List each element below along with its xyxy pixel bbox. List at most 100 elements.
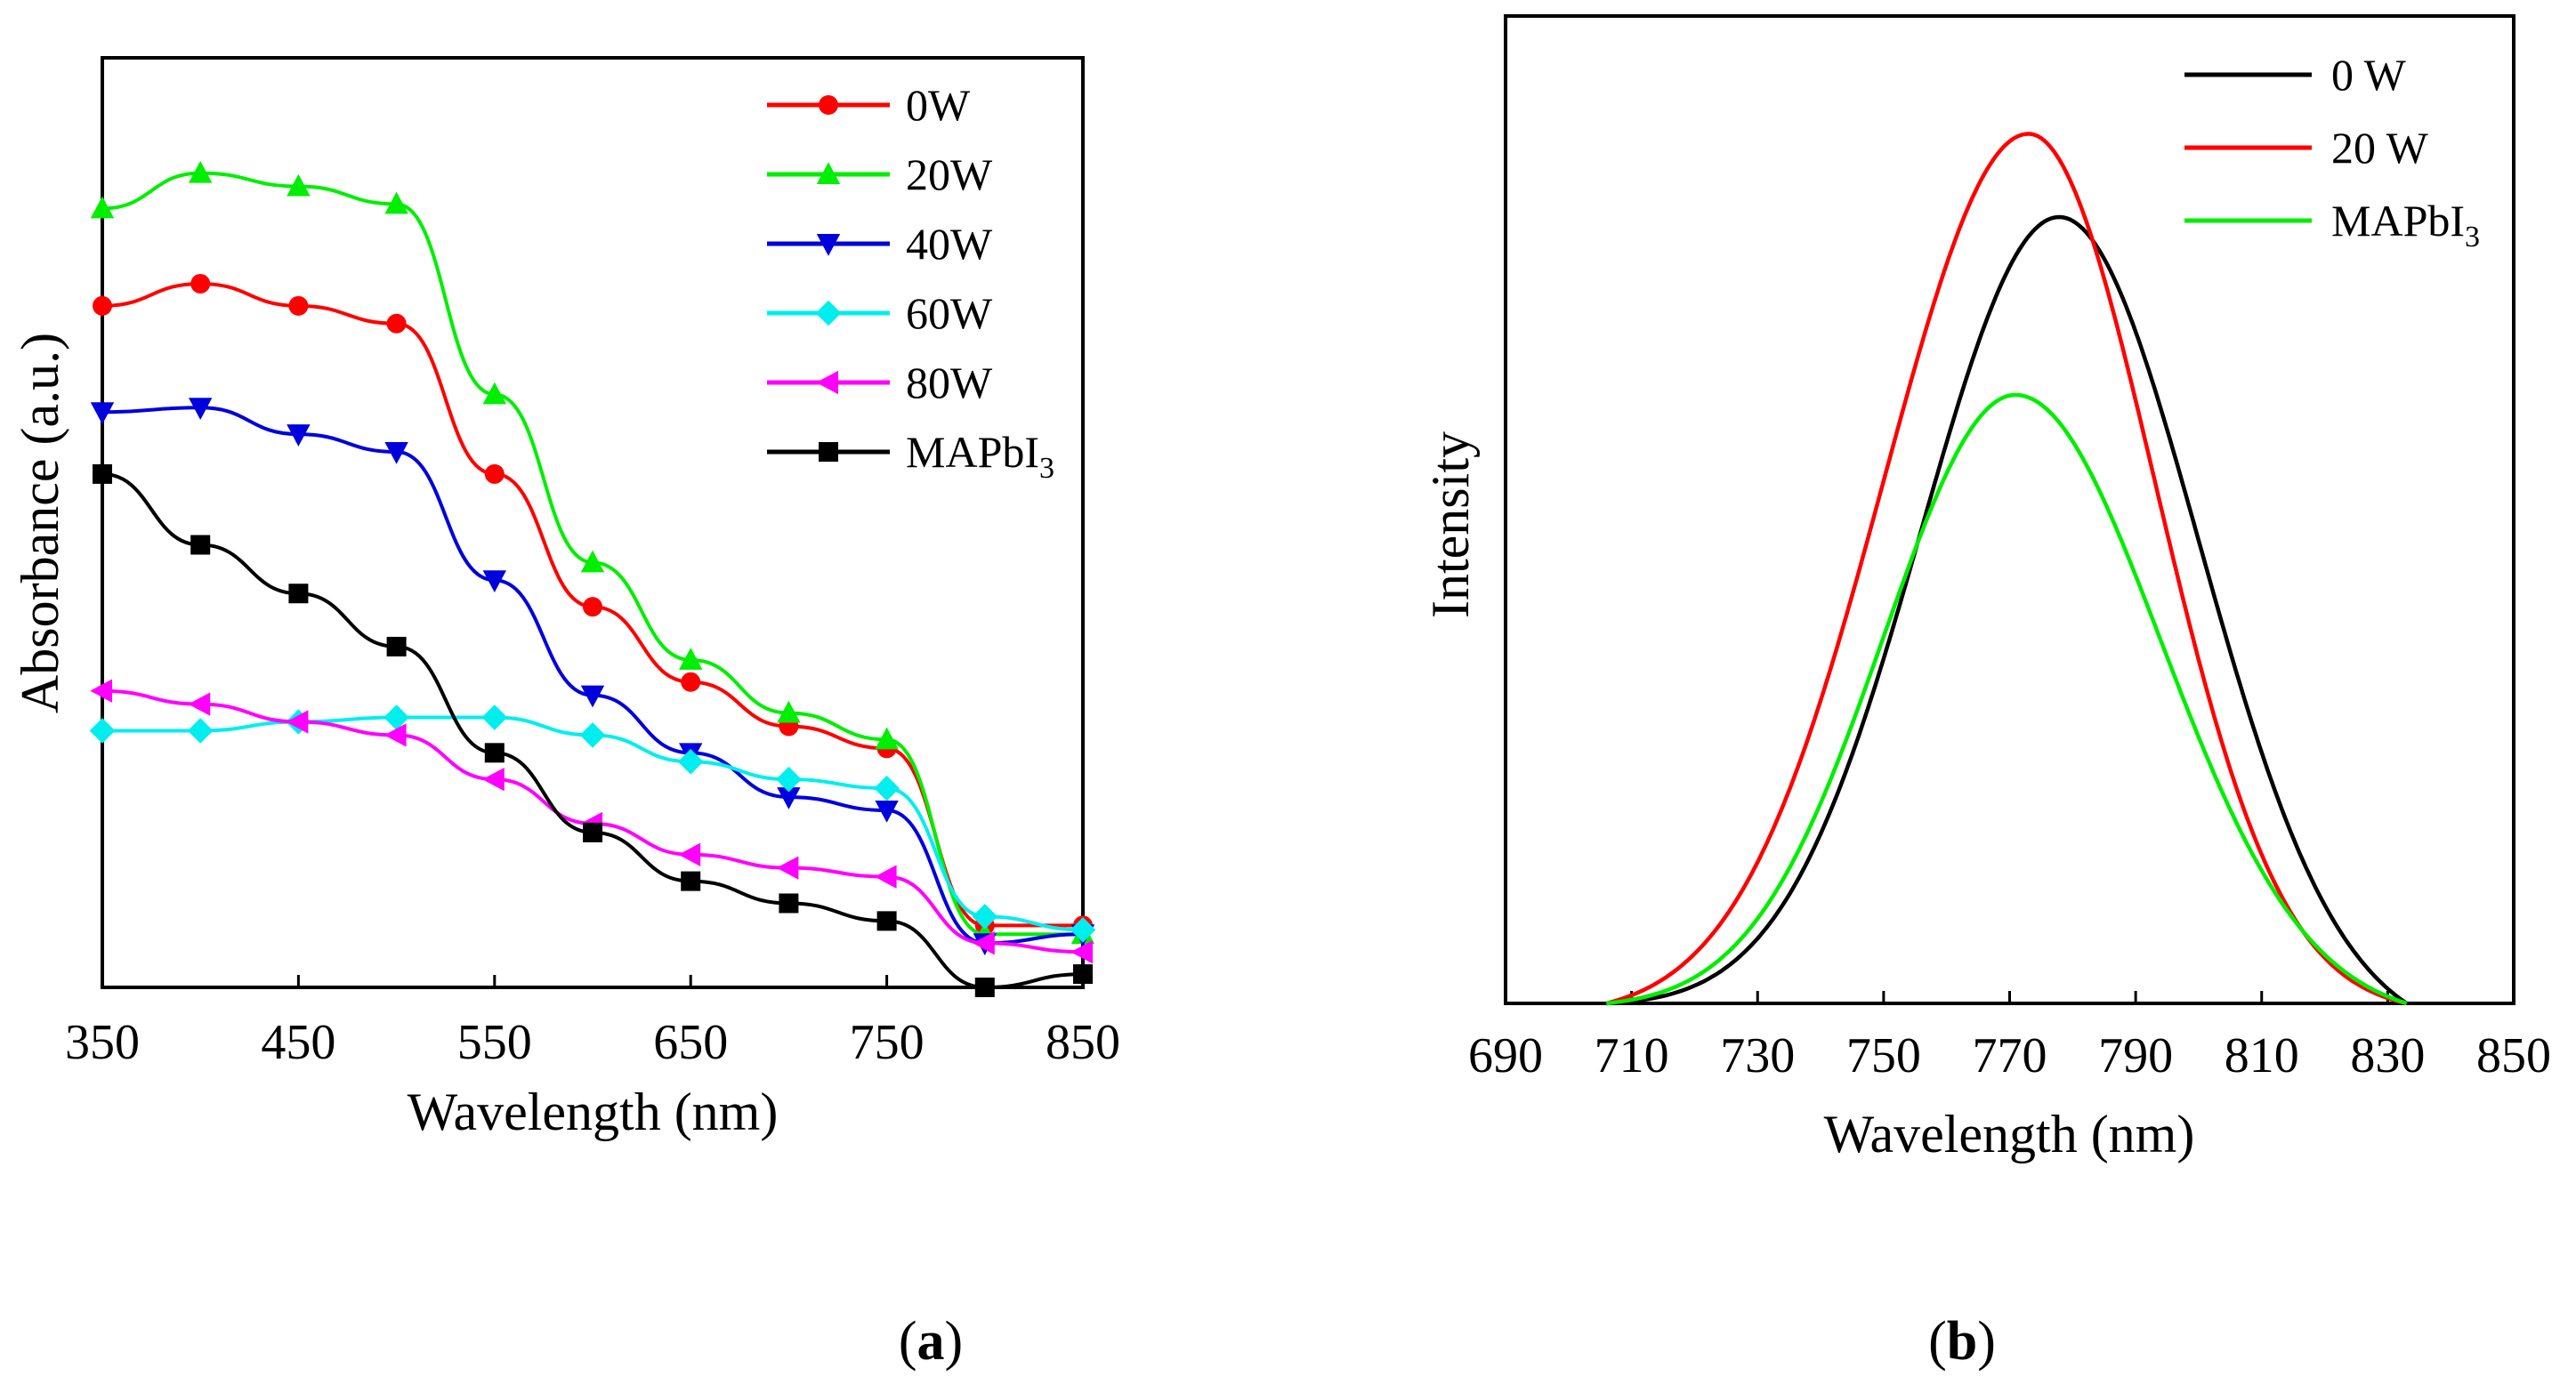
panel-b-x-axis-label: Wavelength (nm) [1824,1105,2195,1164]
data-point [286,710,309,734]
x-tick-label: 770 [1973,1028,2047,1083]
legend-label: 20W [906,149,993,199]
data-point [288,295,309,316]
legend-swatch-marker [819,95,838,115]
data-point [779,893,799,914]
legend-label-text: MAPbI [2331,196,2465,246]
legend-label: 40W [906,219,993,269]
data-point [777,787,801,809]
data-point [90,402,115,424]
data-point [287,173,311,197]
legend-label-text: 20W [906,149,993,199]
data-point [681,672,701,692]
legend-item-80w: 80W [767,358,993,407]
legend-label: 20 W [2331,123,2429,173]
data-point [776,766,802,793]
x-tick-label: 790 [2098,1028,2173,1083]
series-20-w-curve [1605,132,2408,1006]
legend-label-text: 40W [906,219,993,269]
x-tick-label: 710 [1595,1028,1669,1083]
legend-label: 0W [906,80,971,130]
legend-label: 60W [906,288,993,338]
legend-label: MAPbI3 [906,427,1054,485]
series-80w [90,679,1093,964]
panel-a-caption-letter: a [917,1311,945,1372]
legend-label-text: 20 W [2331,123,2429,173]
data-point [678,842,701,866]
legend-item-mapbi3: MAPbI3 [767,427,1054,485]
panel-a-caption: (a) [899,1311,963,1372]
series-mapbi3-curve [1606,392,2408,1006]
legend-label-text: 0 W [2331,50,2407,100]
data-point [187,718,214,744]
data-point [484,743,505,763]
legend-label-text: 0W [906,80,971,130]
data-point [482,767,505,792]
data-point [384,442,408,464]
x-tick-label: 810 [2225,1028,2299,1083]
data-point [580,550,605,573]
data-point [776,856,799,880]
panel-b-caption-letter: b [1947,1311,1977,1372]
legend-label-subscript: 3 [2465,221,2480,254]
data-point [972,904,998,930]
panel-a-y-axis-label: Absorbance (a.u.) [11,333,69,713]
series-60w [89,705,1096,943]
data-point [777,700,801,723]
data-point [484,463,505,484]
series-line [102,715,1084,932]
data-point [386,313,407,334]
x-tick-label: 350 [65,1015,140,1070]
panel-a-x-ticks: 350 450 550 650 750 850 [65,975,1120,1070]
data-point [189,160,213,183]
panel-a-series-group [89,160,1096,997]
data-point [288,584,309,604]
series-mapbi3 [93,463,1093,997]
data-point [1070,917,1096,943]
legend-label-text: 60W [906,288,993,338]
legend-item-0-w: 0 W [2184,50,2407,100]
data-point [974,978,995,997]
data-point [681,871,701,891]
panel-a-caption-close: ) [945,1311,964,1372]
legend-label-text: MAPbI [906,427,1039,477]
panel-a-plot-frame [101,56,1085,989]
data-point [583,822,602,842]
legend-swatch-marker [816,162,841,184]
data-point [386,636,407,656]
panel-b-series-group [1605,132,2408,1006]
x-tick-label: 650 [653,1015,728,1070]
panel-a-absorbance-chart: 350 450 550 650 750 850 0W20W40W60W80WMAPbI3 … [11,56,1120,1372]
data-point [90,196,115,219]
data-point [89,718,116,744]
x-tick-label: 830 [2350,1028,2425,1083]
data-point [190,535,211,555]
panel-a-caption-open: ( [899,1311,917,1372]
x-tick-label: 730 [1720,1028,1795,1083]
data-point [1070,940,1093,964]
data-point [482,382,506,405]
panel-a-legend: 0W 20W 40W 60W 80W MAPbI3 [767,80,1054,485]
panel-b-y-axis-label: Intensity [1421,431,1480,618]
data-point [384,191,408,214]
legend-label: 0 W [2331,50,2407,100]
data-point [679,648,703,670]
data-point [875,727,899,750]
data-point [482,570,506,593]
data-point [93,295,112,316]
data-point [287,424,311,447]
data-point [481,705,508,730]
data-point [1073,964,1093,985]
x-tick-label: 550 [457,1015,532,1070]
legend-label-text: 80W [906,358,993,407]
data-point [583,597,602,617]
x-tick-label: 750 [850,1015,925,1070]
legend-swatch-marker [819,442,838,462]
legend-swatch-marker [816,370,838,395]
x-tick-label: 450 [261,1015,335,1070]
data-point [874,865,897,889]
legend-item-0w: 0W [767,80,971,130]
x-tick-label: 750 [1846,1028,1921,1083]
data-point [580,685,605,708]
